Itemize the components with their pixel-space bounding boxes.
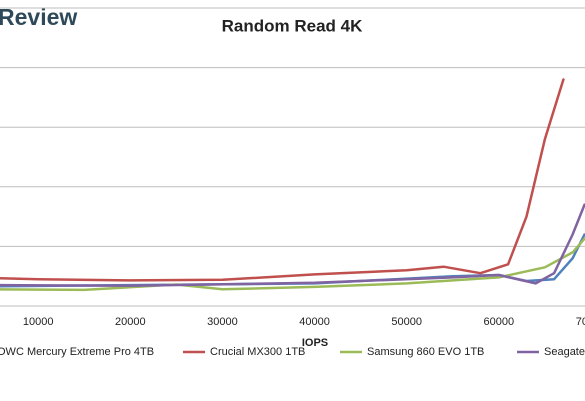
x-tick-label: 70000 [576, 316, 585, 328]
legend-label: Samsung 860 EVO 1TB [367, 346, 484, 358]
series-line [0, 237, 585, 292]
legend-label: Crucial MX300 1TB [210, 346, 305, 358]
x-tick-label: 30000 [207, 316, 238, 328]
x-axis-label: IOPS [302, 337, 328, 349]
legend-label: Seagate [544, 346, 585, 358]
series-line [0, 78, 565, 282]
legend-label: OWC Mercury Extreme Pro 4TB [0, 346, 154, 358]
x-tick-label: 20000 [115, 316, 146, 328]
series-line [0, 203, 585, 287]
x-tick-label: 40000 [299, 316, 330, 328]
x-tick-label: 60000 [484, 316, 515, 328]
x-tick-label: 50000 [391, 316, 422, 328]
x-tick-label: 10000 [23, 316, 54, 328]
chart-title: Random Read 4K [222, 16, 363, 35]
